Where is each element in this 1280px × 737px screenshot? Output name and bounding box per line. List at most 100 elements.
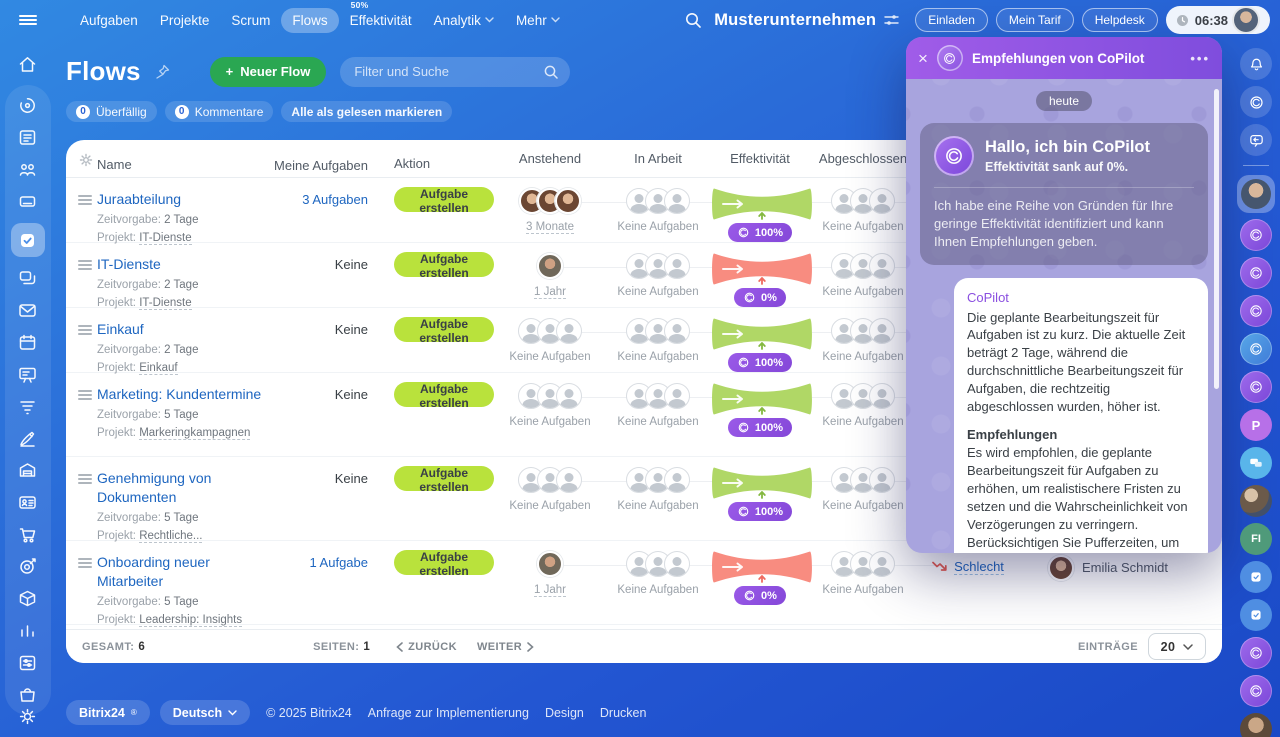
marketing-target-icon[interactable] (17, 556, 38, 577)
copilot-rail-icon[interactable] (1240, 86, 1272, 118)
col-header-aktion[interactable]: Aktion (394, 155, 431, 171)
table-row[interactable]: Genehmigung von Dokumenten Zeitvorgabe: … (66, 457, 1222, 543)
effectiveness-pill[interactable]: 0% (734, 288, 786, 307)
user-avatar[interactable] (1232, 6, 1260, 34)
effectiveness-pill[interactable]: 100% (727, 502, 793, 521)
create-task-button[interactable]: Aufgabe erstellen (394, 382, 494, 410)
copilot-chat-avatar[interactable] (1240, 371, 1272, 403)
table-settings-gear-icon[interactable] (78, 152, 94, 168)
nav-scrum[interactable]: Scrum (231, 12, 271, 28)
chat-avatar-p[interactable]: P (1240, 409, 1272, 441)
overdue-counter[interactable]: 0 Überfällig (66, 101, 157, 122)
copilot-chat-avatar-blue[interactable] (1240, 333, 1272, 365)
effectiveness-pill[interactable]: 100% (727, 223, 793, 242)
task-chat-icon[interactable] (1240, 599, 1272, 631)
language-select[interactable]: Deutsch (159, 700, 251, 725)
design-link[interactable]: Design (544, 705, 584, 720)
copilot-icon[interactable] (17, 95, 38, 116)
search-icon[interactable] (684, 11, 702, 29)
flow-name-link[interactable]: Marketing: Kundentermine (97, 386, 262, 402)
project-link[interactable]: IT-Dienste (139, 297, 192, 310)
table-row[interactable]: IT-Dienste Zeitvorgabe: 2 Tage Projekt: … (66, 243, 1222, 310)
flow-name-link[interactable]: Juraabteilung (97, 191, 182, 207)
col-header-name[interactable]: Name (97, 157, 132, 172)
nav-flows[interactable]: Flows (281, 7, 339, 33)
nav-mehr[interactable]: Mehr (505, 8, 571, 33)
photo-chat-avatar[interactable] (1240, 713, 1272, 737)
worktime-widget[interactable]: 06:38 (1165, 6, 1270, 34)
company-name[interactable]: Musterunternehmen (714, 10, 877, 29)
helpdesk-button[interactable]: Helpdesk (1081, 8, 1158, 32)
project-link[interactable]: Markeringkampagnen (139, 427, 251, 440)
calendar-icon[interactable] (17, 332, 38, 353)
einladen-button[interactable]: Einladen (915, 8, 988, 32)
nav-aufgaben[interactable]: Aufgaben (80, 12, 138, 28)
mail-icon[interactable] (17, 300, 38, 321)
pending-value[interactable]: 1 Jahr (534, 584, 566, 597)
pending-avatars[interactable] (494, 188, 606, 214)
drag-handle-icon[interactable] (78, 193, 92, 207)
nav-analytik[interactable]: Analytik (423, 8, 505, 33)
search-input[interactable] (340, 56, 571, 87)
e-sign-icon[interactable] (17, 428, 38, 449)
analytics-icon[interactable] (17, 620, 38, 641)
flow-name-link[interactable]: IT-Dienste (97, 256, 161, 272)
pin-icon[interactable] (155, 64, 170, 79)
close-icon[interactable]: × (918, 48, 928, 68)
col-header-abgeschlossen[interactable]: Abgeschlossen (818, 151, 908, 166)
search-icon[interactable] (543, 64, 559, 80)
create-task-button[interactable]: Aufgabe erstellen (394, 317, 494, 345)
company-switch-icon[interactable] (884, 13, 899, 27)
effectiveness-pill[interactable]: 100% (727, 418, 793, 437)
print-link[interactable]: Drucken (599, 705, 647, 720)
mein-tarif-button[interactable]: Mein Tarif (995, 8, 1074, 32)
news-feed-icon[interactable] (17, 127, 38, 148)
copilot-chat-avatar[interactable] (1240, 637, 1272, 669)
employees-icon[interactable] (17, 159, 38, 180)
mark-all-read-button[interactable]: Alle als gelesen markieren (281, 101, 453, 122)
create-task-button[interactable]: Aufgabe erstellen (394, 466, 494, 494)
crm-funnel-icon[interactable] (17, 396, 38, 417)
trend-link[interactable]: Schlecht (954, 559, 1004, 575)
menu-hamburger-icon[interactable] (0, 13, 55, 27)
table-row[interactable]: Marketing: Kundentermine Zeitvorgabe: 5 … (66, 373, 1222, 457)
project-link[interactable]: Leadership: Insights (139, 614, 243, 627)
col-header-effektivitaet[interactable]: Effektivität (730, 151, 790, 166)
group-chat-avatar[interactable] (1240, 485, 1272, 517)
pending-value[interactable]: 3 Monate (526, 221, 574, 234)
home-icon[interactable] (17, 54, 38, 75)
project-link[interactable]: IT-Dienste (139, 232, 192, 245)
drag-handle-icon[interactable] (78, 388, 92, 402)
profile-avatar[interactable] (1237, 175, 1275, 213)
drive-icon[interactable] (17, 191, 38, 212)
implementation-request-link[interactable]: Anfrage zur Implementierung (367, 705, 529, 720)
drag-handle-icon[interactable] (78, 258, 92, 272)
create-task-button[interactable]: Aufgabe erstellen (394, 252, 494, 280)
task-chat-icon[interactable] (1240, 561, 1272, 593)
boards-icon[interactable] (17, 364, 38, 385)
drag-handle-icon[interactable] (78, 556, 92, 570)
flow-name-link[interactable]: Genehmigung von Dokumenten (97, 470, 212, 505)
project-link[interactable]: Einkauf (139, 362, 178, 375)
copilot-chat-avatar[interactable] (1240, 219, 1272, 251)
effectiveness-pill[interactable]: 100% (727, 353, 793, 372)
settings-gear-icon[interactable] (17, 706, 38, 727)
warehouse-icon[interactable] (17, 460, 38, 481)
entries-per-page-select[interactable]: 20 (1148, 633, 1206, 660)
person-avatar[interactable] (1048, 555, 1074, 581)
crm-contacts-icon[interactable] (17, 492, 38, 513)
market-icon[interactable] (17, 684, 38, 705)
new-flow-button[interactable]: + Neuer Flow (209, 56, 327, 87)
create-task-button[interactable]: Aufgabe erstellen (394, 550, 494, 578)
table-row[interactable]: Onboarding neuer Mitarbeiter Zeitvorgabe… (66, 541, 1222, 627)
flow-name-link[interactable]: Onboarding neuer Mitarbeiter (97, 554, 210, 589)
prev-page-button[interactable]: ZURÜCK (396, 641, 457, 653)
more-options-icon[interactable]: ••• (1190, 50, 1210, 66)
col-header-in-arbeit[interactable]: In Arbeit (634, 151, 682, 166)
pending-avatars[interactable] (494, 551, 606, 577)
pending-value[interactable]: 1 Jahr (534, 286, 566, 299)
inventory-box-icon[interactable] (17, 588, 38, 609)
table-row[interactable]: Juraabteilung Zeitvorgabe: 2 Tage Projek… (66, 178, 1222, 245)
col-header-anstehend[interactable]: Anstehend (518, 151, 582, 166)
messenger-chat-icon[interactable] (1240, 447, 1272, 479)
